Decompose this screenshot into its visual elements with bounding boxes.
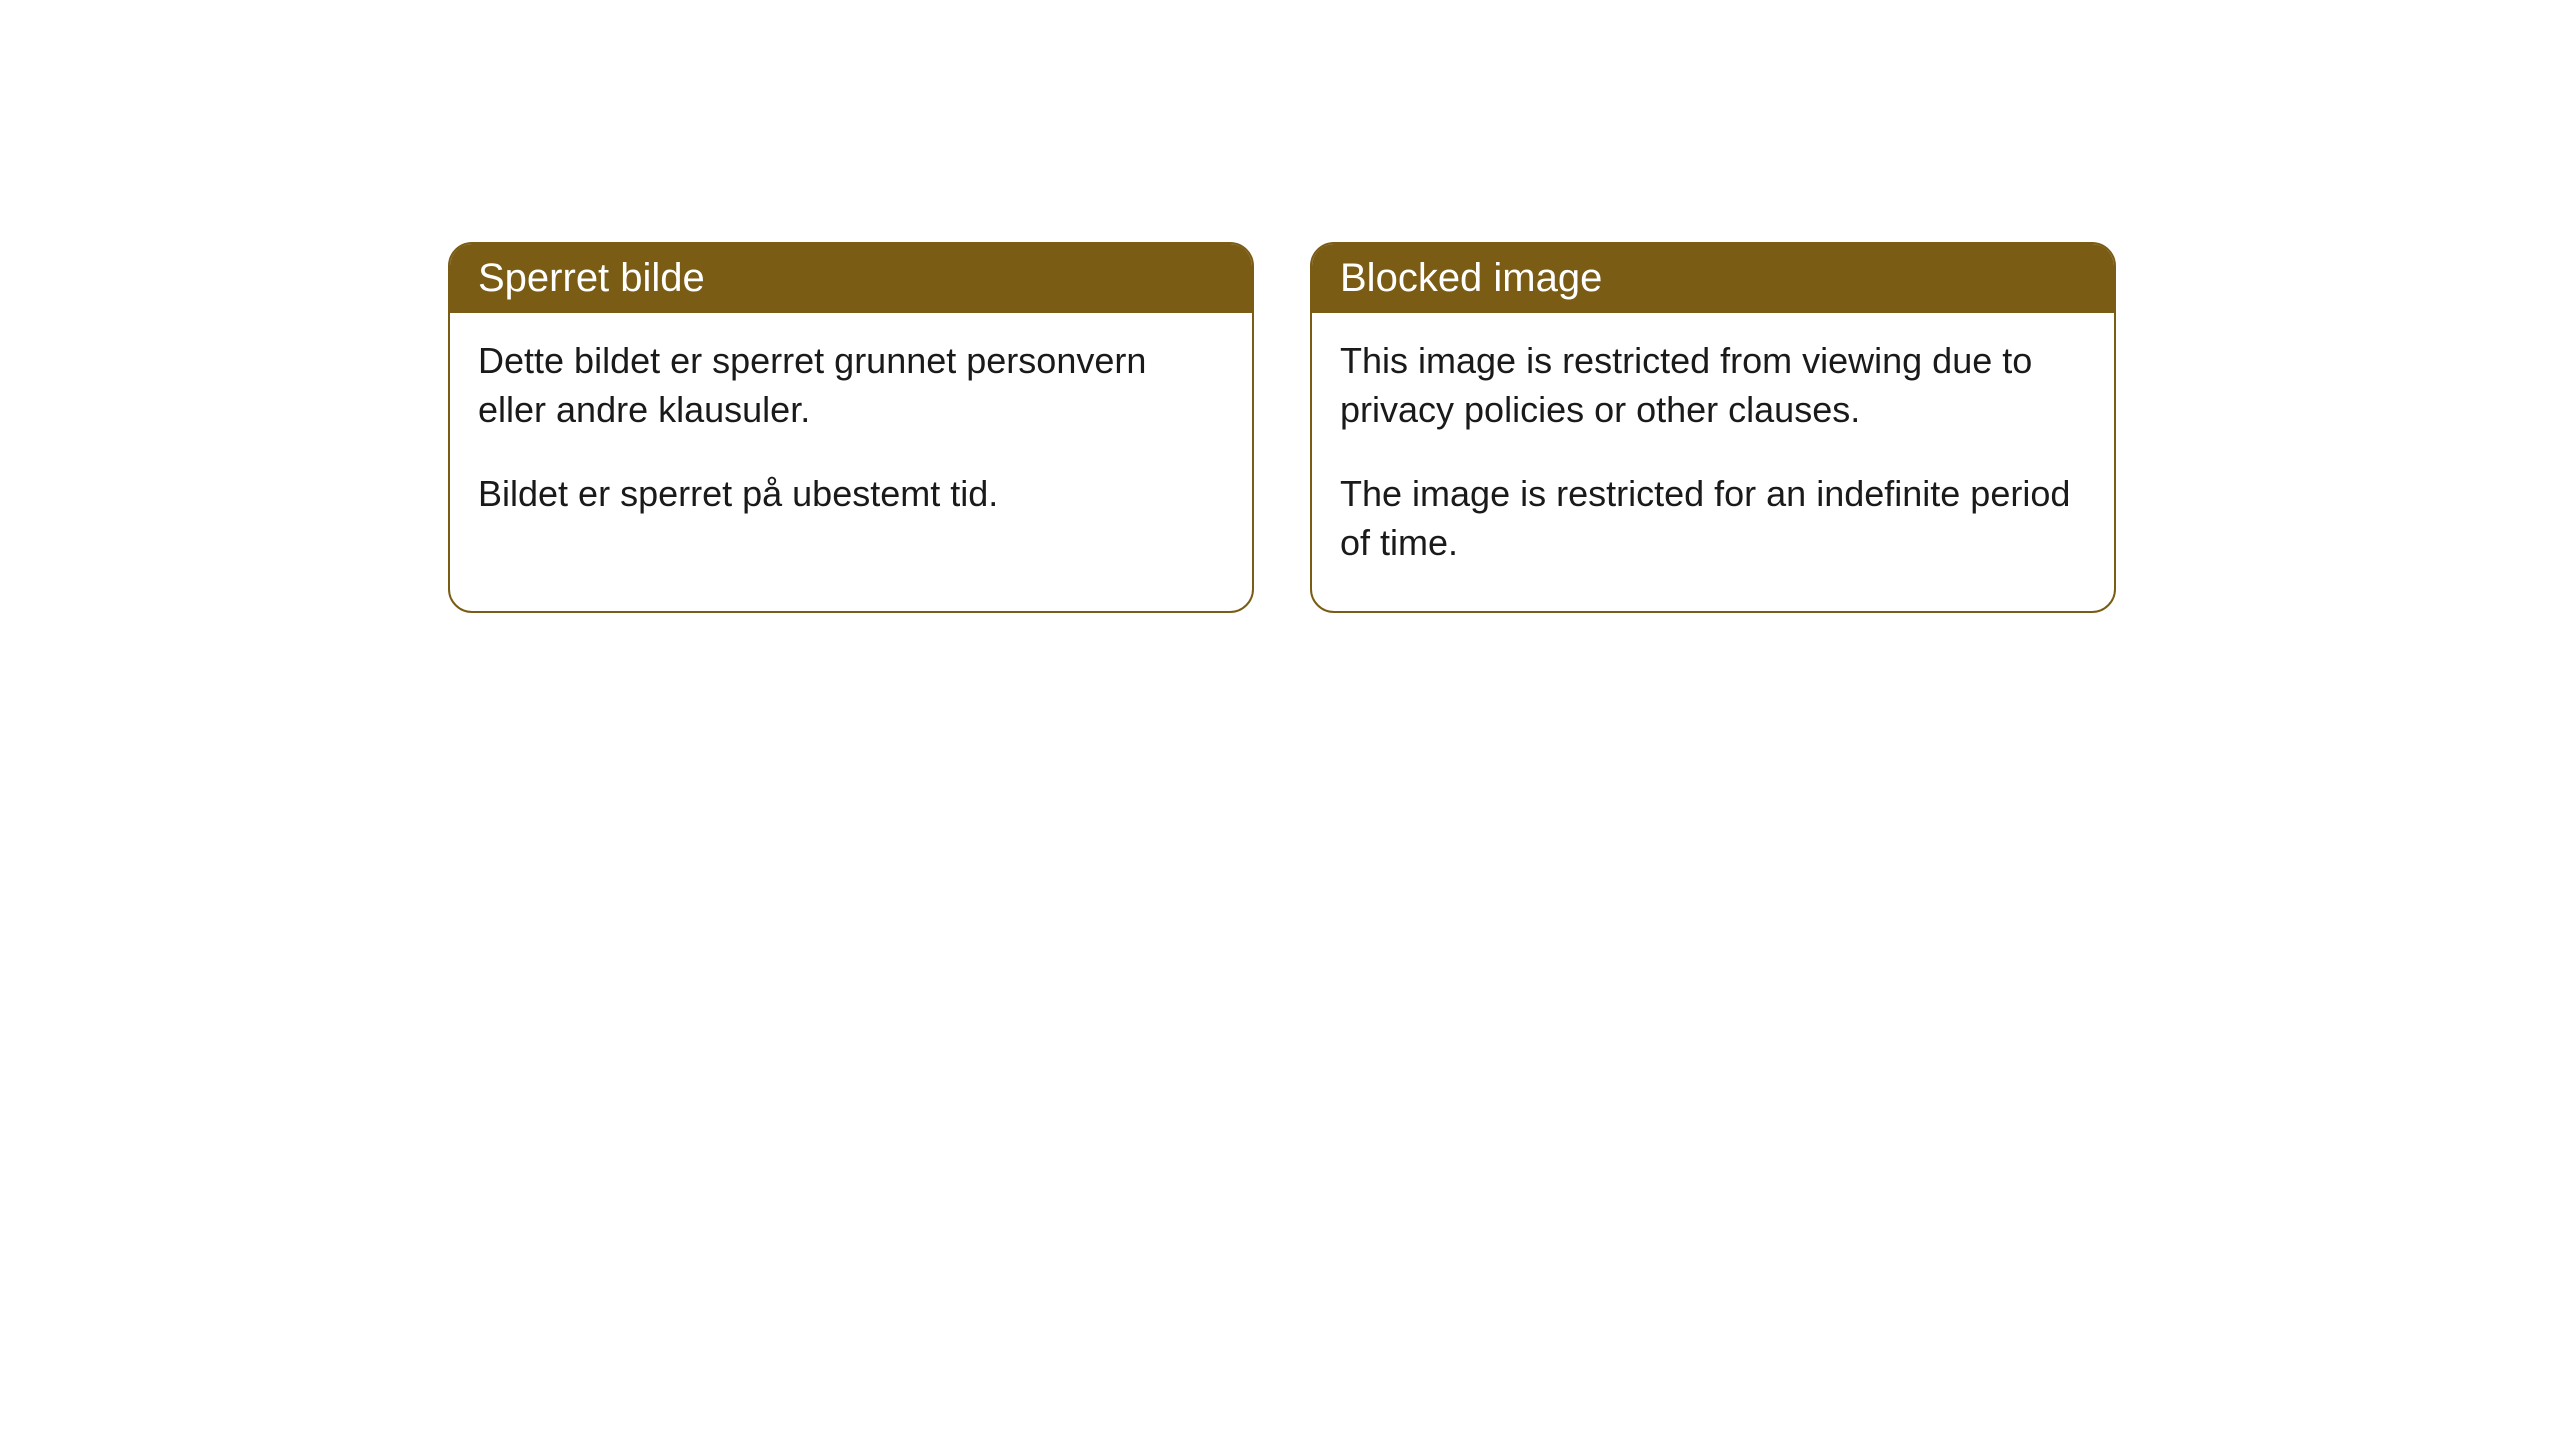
card-paragraph-1-no: Dette bildet er sperret grunnet personve… bbox=[478, 337, 1224, 434]
card-paragraph-2-no: Bildet er sperret på ubestemt tid. bbox=[478, 470, 1224, 519]
blocked-image-card-no: Sperret bilde Dette bildet er sperret gr… bbox=[448, 242, 1254, 613]
card-paragraph-2-en: The image is restricted for an indefinit… bbox=[1340, 470, 2086, 567]
card-body-en: This image is restricted from viewing du… bbox=[1312, 313, 2114, 611]
card-paragraph-1-en: This image is restricted from viewing du… bbox=[1340, 337, 2086, 434]
card-title-en: Blocked image bbox=[1340, 256, 1602, 300]
card-body-no: Dette bildet er sperret grunnet personve… bbox=[450, 313, 1252, 563]
blocked-image-card-en: Blocked image This image is restricted f… bbox=[1310, 242, 2116, 613]
notice-cards-container: Sperret bilde Dette bildet er sperret gr… bbox=[448, 242, 2116, 613]
card-header-no: Sperret bilde bbox=[450, 244, 1252, 313]
card-title-no: Sperret bilde bbox=[478, 256, 705, 300]
card-header-en: Blocked image bbox=[1312, 244, 2114, 313]
